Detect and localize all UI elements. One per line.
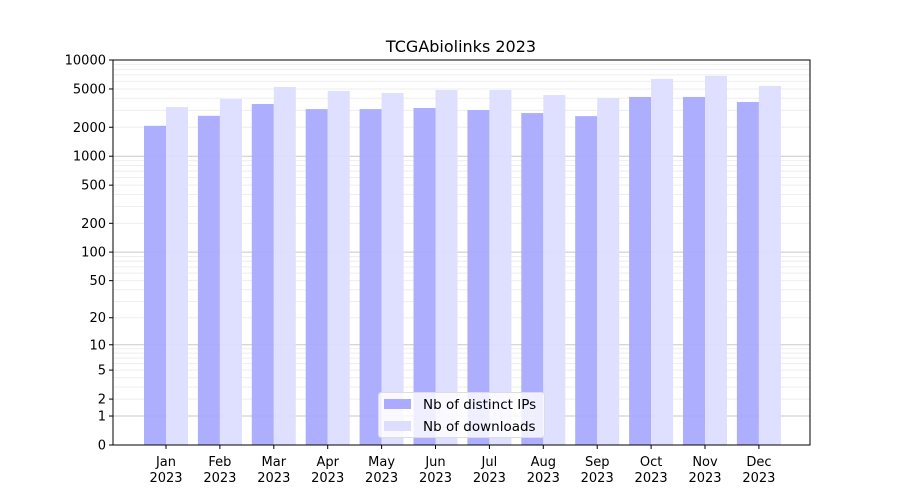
bar-downloads [381, 93, 404, 445]
x-tick-label-line: 2023 [419, 471, 452, 486]
bar-downloads [543, 94, 566, 446]
legend-label: Nb of distinct IPs [423, 397, 536, 413]
y-tick-label: 100 [81, 246, 106, 261]
y-axis: 0 1 2 5 10 20 50 100 200 500 1000 2000 5000 10000 [65, 54, 113, 454]
bar-downloads [705, 75, 727, 445]
bar-downloads [273, 86, 296, 445]
bar-distinct-ips [144, 125, 166, 445]
bar-distinct-ips [521, 113, 544, 445]
x-tick-label-line: May [368, 455, 395, 470]
bar-downloads [327, 90, 350, 446]
y-tick-label: 5000 [73, 82, 106, 97]
x-tick-label: Jul 2023 [473, 455, 506, 486]
x-tick-label-line: Nov [692, 455, 718, 470]
x-tick-label-line: 2023 [311, 471, 344, 486]
x-tick-label-line: 2023 [635, 471, 668, 486]
y-tick-label: 200 [81, 217, 106, 232]
bar-downloads [597, 97, 620, 445]
legend-swatch [384, 399, 411, 409]
chart-title: TCGAbiolinks 2023 [385, 37, 536, 56]
bar-downloads [435, 89, 458, 446]
bar-downloads [489, 89, 512, 446]
bar-distinct-ips [413, 108, 436, 445]
y-tick-label: 20 [89, 311, 106, 326]
legend-label: Nb of downloads [423, 419, 536, 435]
x-tick-label-line: Sep [585, 455, 610, 470]
x-tick-label-line: 2023 [742, 471, 775, 486]
y-tick-label: 1 [98, 410, 106, 425]
x-tick-label-line: Oct [640, 455, 662, 470]
y-tick-label: 10 [89, 338, 106, 353]
x-tick-label: May 2023 [365, 455, 398, 486]
x-tick-label: Apr 2023 [311, 455, 344, 486]
x-tick-label-line: 2023 [365, 471, 398, 486]
y-tick-label: 10000 [65, 54, 106, 69]
y-tick-label: 0 [98, 439, 106, 454]
bar-distinct-ips [683, 96, 705, 445]
bar-distinct-ips [305, 109, 328, 446]
x-tick-label: Sep 2023 [581, 455, 614, 486]
y-tick-label: 2 [98, 393, 106, 408]
bar-distinct-ips [629, 96, 652, 445]
bar-distinct-ips [467, 110, 490, 446]
y-tick-label: 500 [81, 179, 106, 194]
bars [144, 75, 781, 446]
x-tick-label-line: Jun [424, 455, 445, 470]
x-tick-label: Oct 2023 [635, 455, 668, 486]
x-tick-label: Dec 2023 [742, 455, 775, 486]
x-tick-label: Feb 2023 [203, 455, 236, 486]
x-tick-label: Jun 2023 [419, 455, 452, 486]
x-tick-label-line: Feb [208, 455, 231, 470]
x-tick-label-line: Dec [746, 455, 771, 470]
x-tick-label-line: Apr [316, 455, 339, 470]
bar-distinct-ips [575, 116, 598, 445]
x-tick-label-line: Jan [155, 455, 176, 470]
x-tick-label: Mar 2023 [257, 455, 290, 486]
x-tick-label-line: 2023 [581, 471, 614, 486]
y-tick-label: 50 [89, 274, 106, 289]
bar-downloads [758, 85, 781, 446]
bar-downloads [166, 107, 188, 445]
legend-swatch [384, 421, 411, 431]
y-tick-label: 2000 [73, 121, 106, 136]
y-tick-label: 5 [98, 364, 106, 379]
x-tick-label-line: Mar [262, 455, 287, 470]
legend: Nb of distinct IPs Nb of downloads [378, 392, 545, 438]
legend-box [378, 392, 545, 438]
bar-downloads [651, 78, 674, 445]
y-tick-label: 1000 [73, 150, 106, 165]
x-tick-label-line: 2023 [149, 471, 182, 486]
bar-distinct-ips [251, 103, 274, 445]
bar-distinct-ips [197, 115, 220, 445]
bar-distinct-ips [736, 102, 759, 445]
bar-downloads [219, 99, 242, 445]
x-tick-label-line: Jul [481, 455, 498, 470]
x-tick-label-line: 2023 [527, 471, 560, 486]
x-tick-label-line: 2023 [257, 471, 290, 486]
bar-distinct-ips [359, 109, 382, 446]
x-tick-label-line: Aug [531, 455, 556, 470]
x-tick-label: Jan 2023 [149, 455, 182, 486]
x-tick-label: Aug 2023 [527, 455, 560, 486]
x-tick-label-line: 2023 [203, 471, 236, 486]
x-tick-label: Nov 2023 [688, 455, 721, 486]
x-tick-label-line: 2023 [688, 471, 721, 486]
x-tick-label-line: 2023 [473, 471, 506, 486]
